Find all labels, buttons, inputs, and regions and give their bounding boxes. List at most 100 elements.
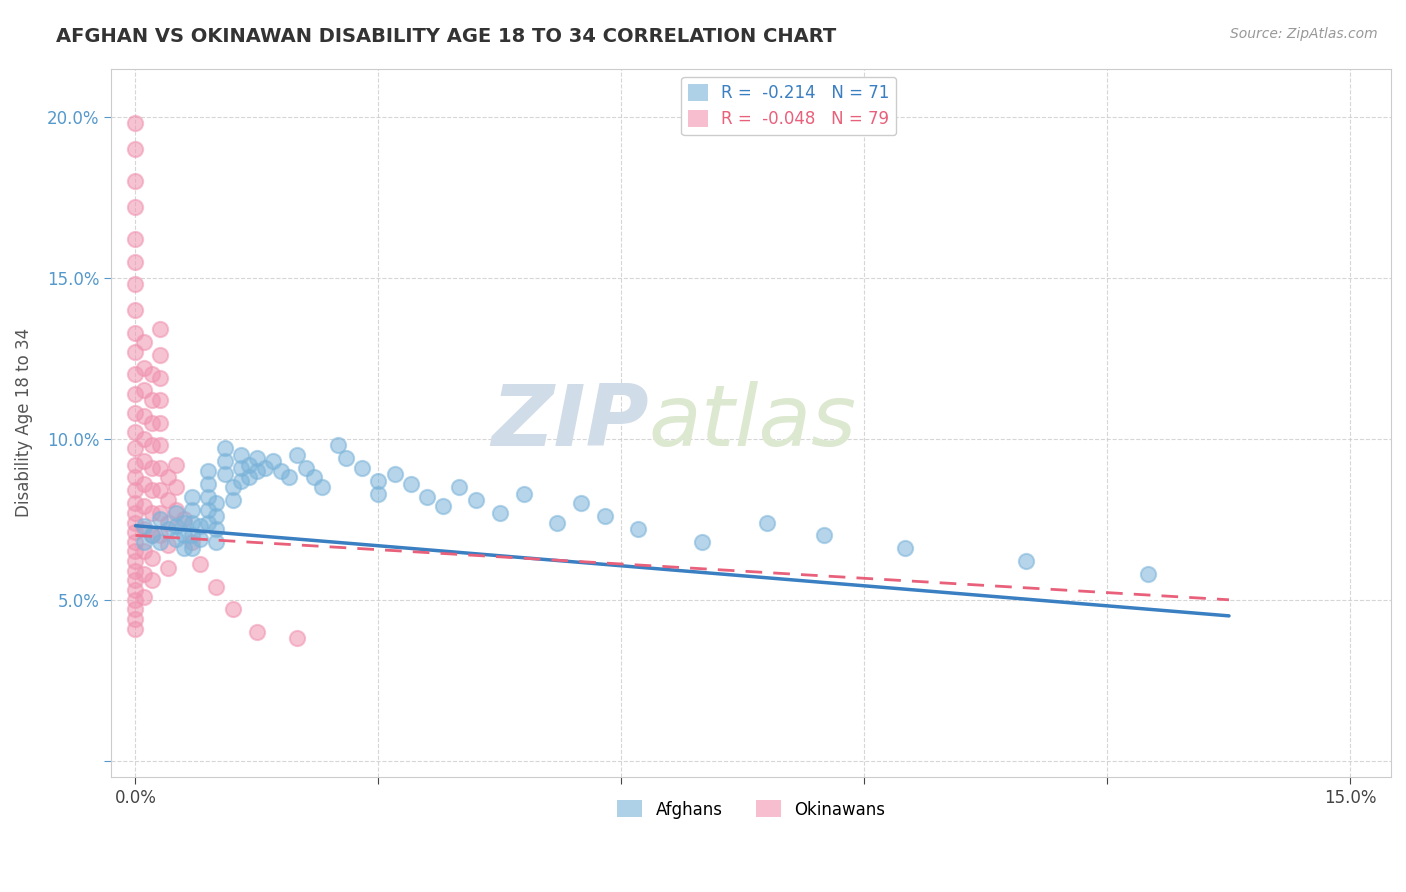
Point xyxy=(222,602,245,616)
Point xyxy=(205,509,228,524)
Point xyxy=(132,500,155,514)
Point xyxy=(181,528,204,542)
Point xyxy=(214,467,236,482)
Point xyxy=(188,558,211,572)
Point xyxy=(149,506,172,520)
Point xyxy=(124,483,146,498)
Point xyxy=(156,493,179,508)
Point xyxy=(149,393,172,408)
Y-axis label: Disability Age 18 to 34: Disability Age 18 to 34 xyxy=(15,328,32,517)
Point xyxy=(352,460,374,475)
Point xyxy=(173,516,195,530)
Point xyxy=(197,476,219,491)
Point xyxy=(156,538,179,552)
Point xyxy=(205,534,228,549)
Point xyxy=(311,480,333,494)
Point xyxy=(141,393,163,408)
Point xyxy=(513,486,536,500)
Point xyxy=(141,574,163,588)
Point xyxy=(188,518,211,533)
Point xyxy=(124,554,146,568)
Point xyxy=(173,528,195,542)
Point xyxy=(124,564,146,578)
Point xyxy=(124,142,146,156)
Point xyxy=(449,480,471,494)
Text: atlas: atlas xyxy=(648,381,856,464)
Point xyxy=(335,451,357,466)
Point xyxy=(156,516,179,530)
Point xyxy=(149,322,172,336)
Point xyxy=(124,116,146,130)
Point xyxy=(254,460,277,475)
Point xyxy=(229,460,252,475)
Point xyxy=(205,522,228,536)
Point xyxy=(399,476,422,491)
Point xyxy=(132,361,155,376)
Point xyxy=(124,277,146,292)
Point xyxy=(124,344,146,359)
Point xyxy=(246,451,269,466)
Point xyxy=(384,467,406,482)
Point xyxy=(149,483,172,498)
Point xyxy=(132,432,155,446)
Point xyxy=(181,534,204,549)
Point xyxy=(149,416,172,430)
Point xyxy=(270,464,292,478)
Point xyxy=(287,448,309,462)
Point xyxy=(229,448,252,462)
Point xyxy=(124,506,146,520)
Point xyxy=(432,500,454,514)
Point xyxy=(124,525,146,540)
Point xyxy=(149,460,172,475)
Point xyxy=(156,522,179,536)
Point xyxy=(132,335,155,350)
Point xyxy=(124,622,146,636)
Point xyxy=(165,532,187,546)
Point xyxy=(132,567,155,582)
Point xyxy=(197,464,219,478)
Point xyxy=(569,496,592,510)
Point xyxy=(141,528,163,542)
Point xyxy=(124,516,146,530)
Point xyxy=(141,438,163,452)
Point xyxy=(124,574,146,588)
Point xyxy=(132,384,155,398)
Point xyxy=(627,522,650,536)
Point xyxy=(132,590,155,604)
Point xyxy=(124,544,146,558)
Point xyxy=(197,490,219,504)
Point xyxy=(165,458,187,472)
Point xyxy=(149,528,172,542)
Point xyxy=(124,326,146,340)
Point xyxy=(246,464,269,478)
Point xyxy=(124,386,146,401)
Point xyxy=(214,442,236,456)
Point xyxy=(141,550,163,565)
Point xyxy=(124,232,146,246)
Point xyxy=(141,416,163,430)
Point xyxy=(229,474,252,488)
Point xyxy=(205,580,228,594)
Point xyxy=(132,544,155,558)
Point xyxy=(246,624,269,639)
Point xyxy=(124,612,146,626)
Point xyxy=(367,474,389,488)
Point xyxy=(894,541,917,556)
Point xyxy=(132,518,155,533)
Point xyxy=(124,425,146,440)
Point xyxy=(181,490,204,504)
Point xyxy=(124,368,146,382)
Point xyxy=(262,454,284,468)
Point xyxy=(141,483,163,498)
Point xyxy=(173,512,195,526)
Point xyxy=(149,534,172,549)
Point xyxy=(124,458,146,472)
Point xyxy=(156,560,179,574)
Point xyxy=(124,496,146,510)
Point xyxy=(149,438,172,452)
Point xyxy=(132,454,155,468)
Point xyxy=(149,370,172,384)
Point xyxy=(141,506,163,520)
Point xyxy=(173,541,195,556)
Point xyxy=(222,493,245,508)
